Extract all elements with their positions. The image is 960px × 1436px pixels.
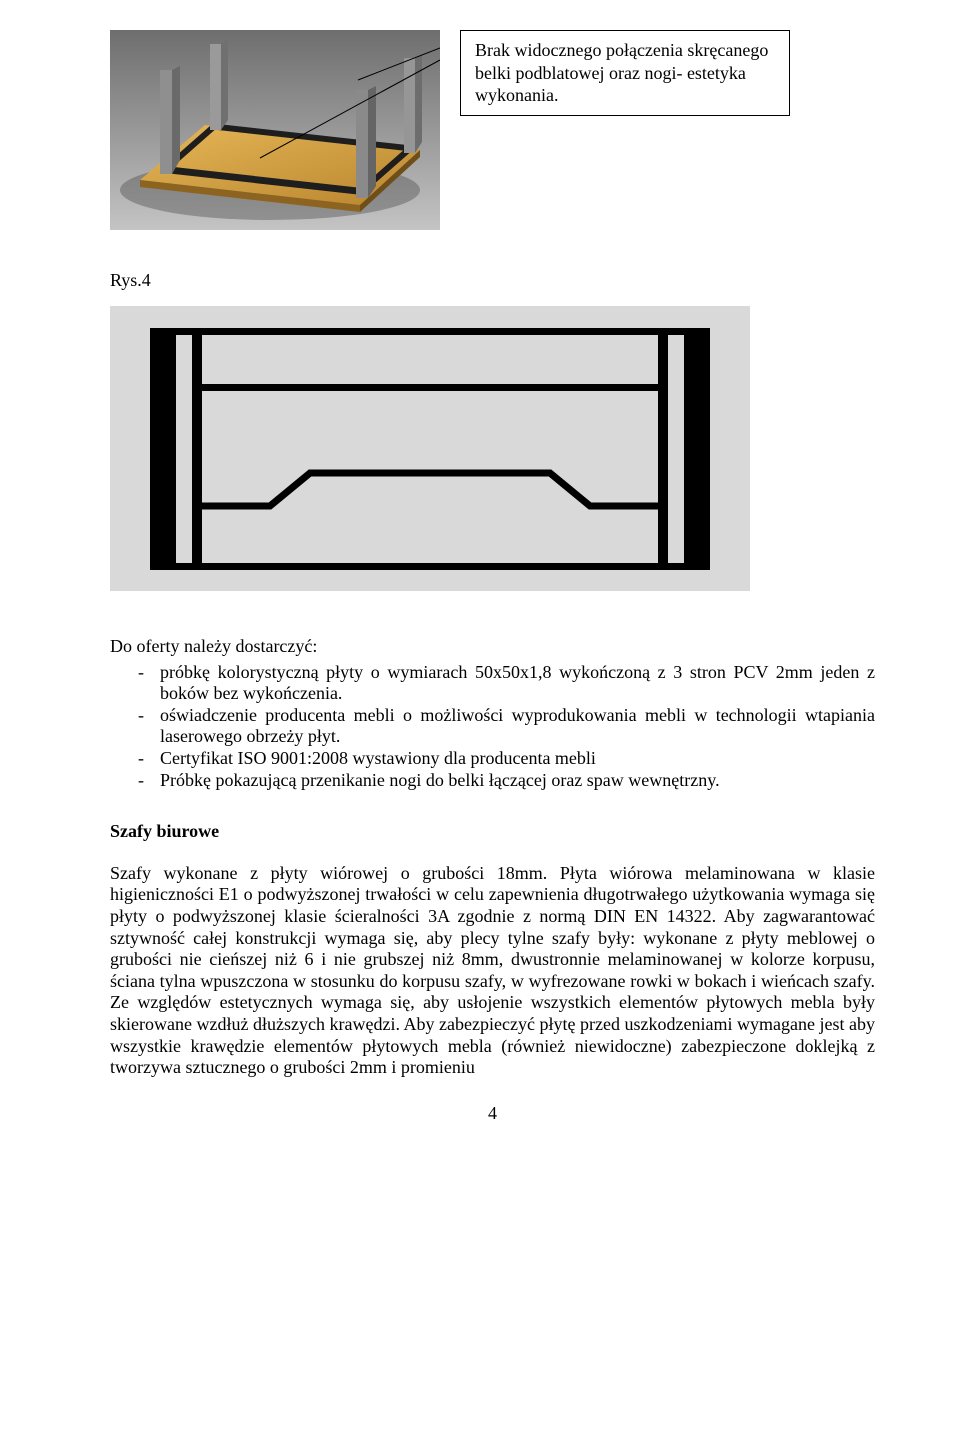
figure-label: Rys.4 <box>110 270 875 291</box>
section-heading: Szafy biurowe <box>110 821 875 843</box>
callout-box: Brak widocznego połączenia skręcanego be… <box>460 30 790 116</box>
list-item: próbkę kolorystyczną płyty o wymiarach 5… <box>110 662 875 705</box>
top-figure-row: Brak widocznego połączenia skręcanego be… <box>110 30 875 230</box>
list-item: Próbkę pokazującą przenikanie nogi do be… <box>110 770 875 792</box>
table-render-image <box>110 30 440 230</box>
cross-section-diagram <box>110 306 750 596</box>
section-paragraph: Szafy wykonane z płyty wiórowej o gruboś… <box>110 863 875 1079</box>
list-item: oświadczenie producenta mebli o możliwoś… <box>110 705 875 748</box>
offer-intro: Do oferty należy dostarczyć: <box>110 636 875 658</box>
offer-list: próbkę kolorystyczną płyty o wymiarach 5… <box>110 662 875 792</box>
page-number: 4 <box>110 1103 875 1124</box>
list-item: Certyfikat ISO 9001:2008 wystawiony dla … <box>110 748 875 770</box>
callout-text: Brak widocznego połączenia skręcanego be… <box>475 40 768 105</box>
